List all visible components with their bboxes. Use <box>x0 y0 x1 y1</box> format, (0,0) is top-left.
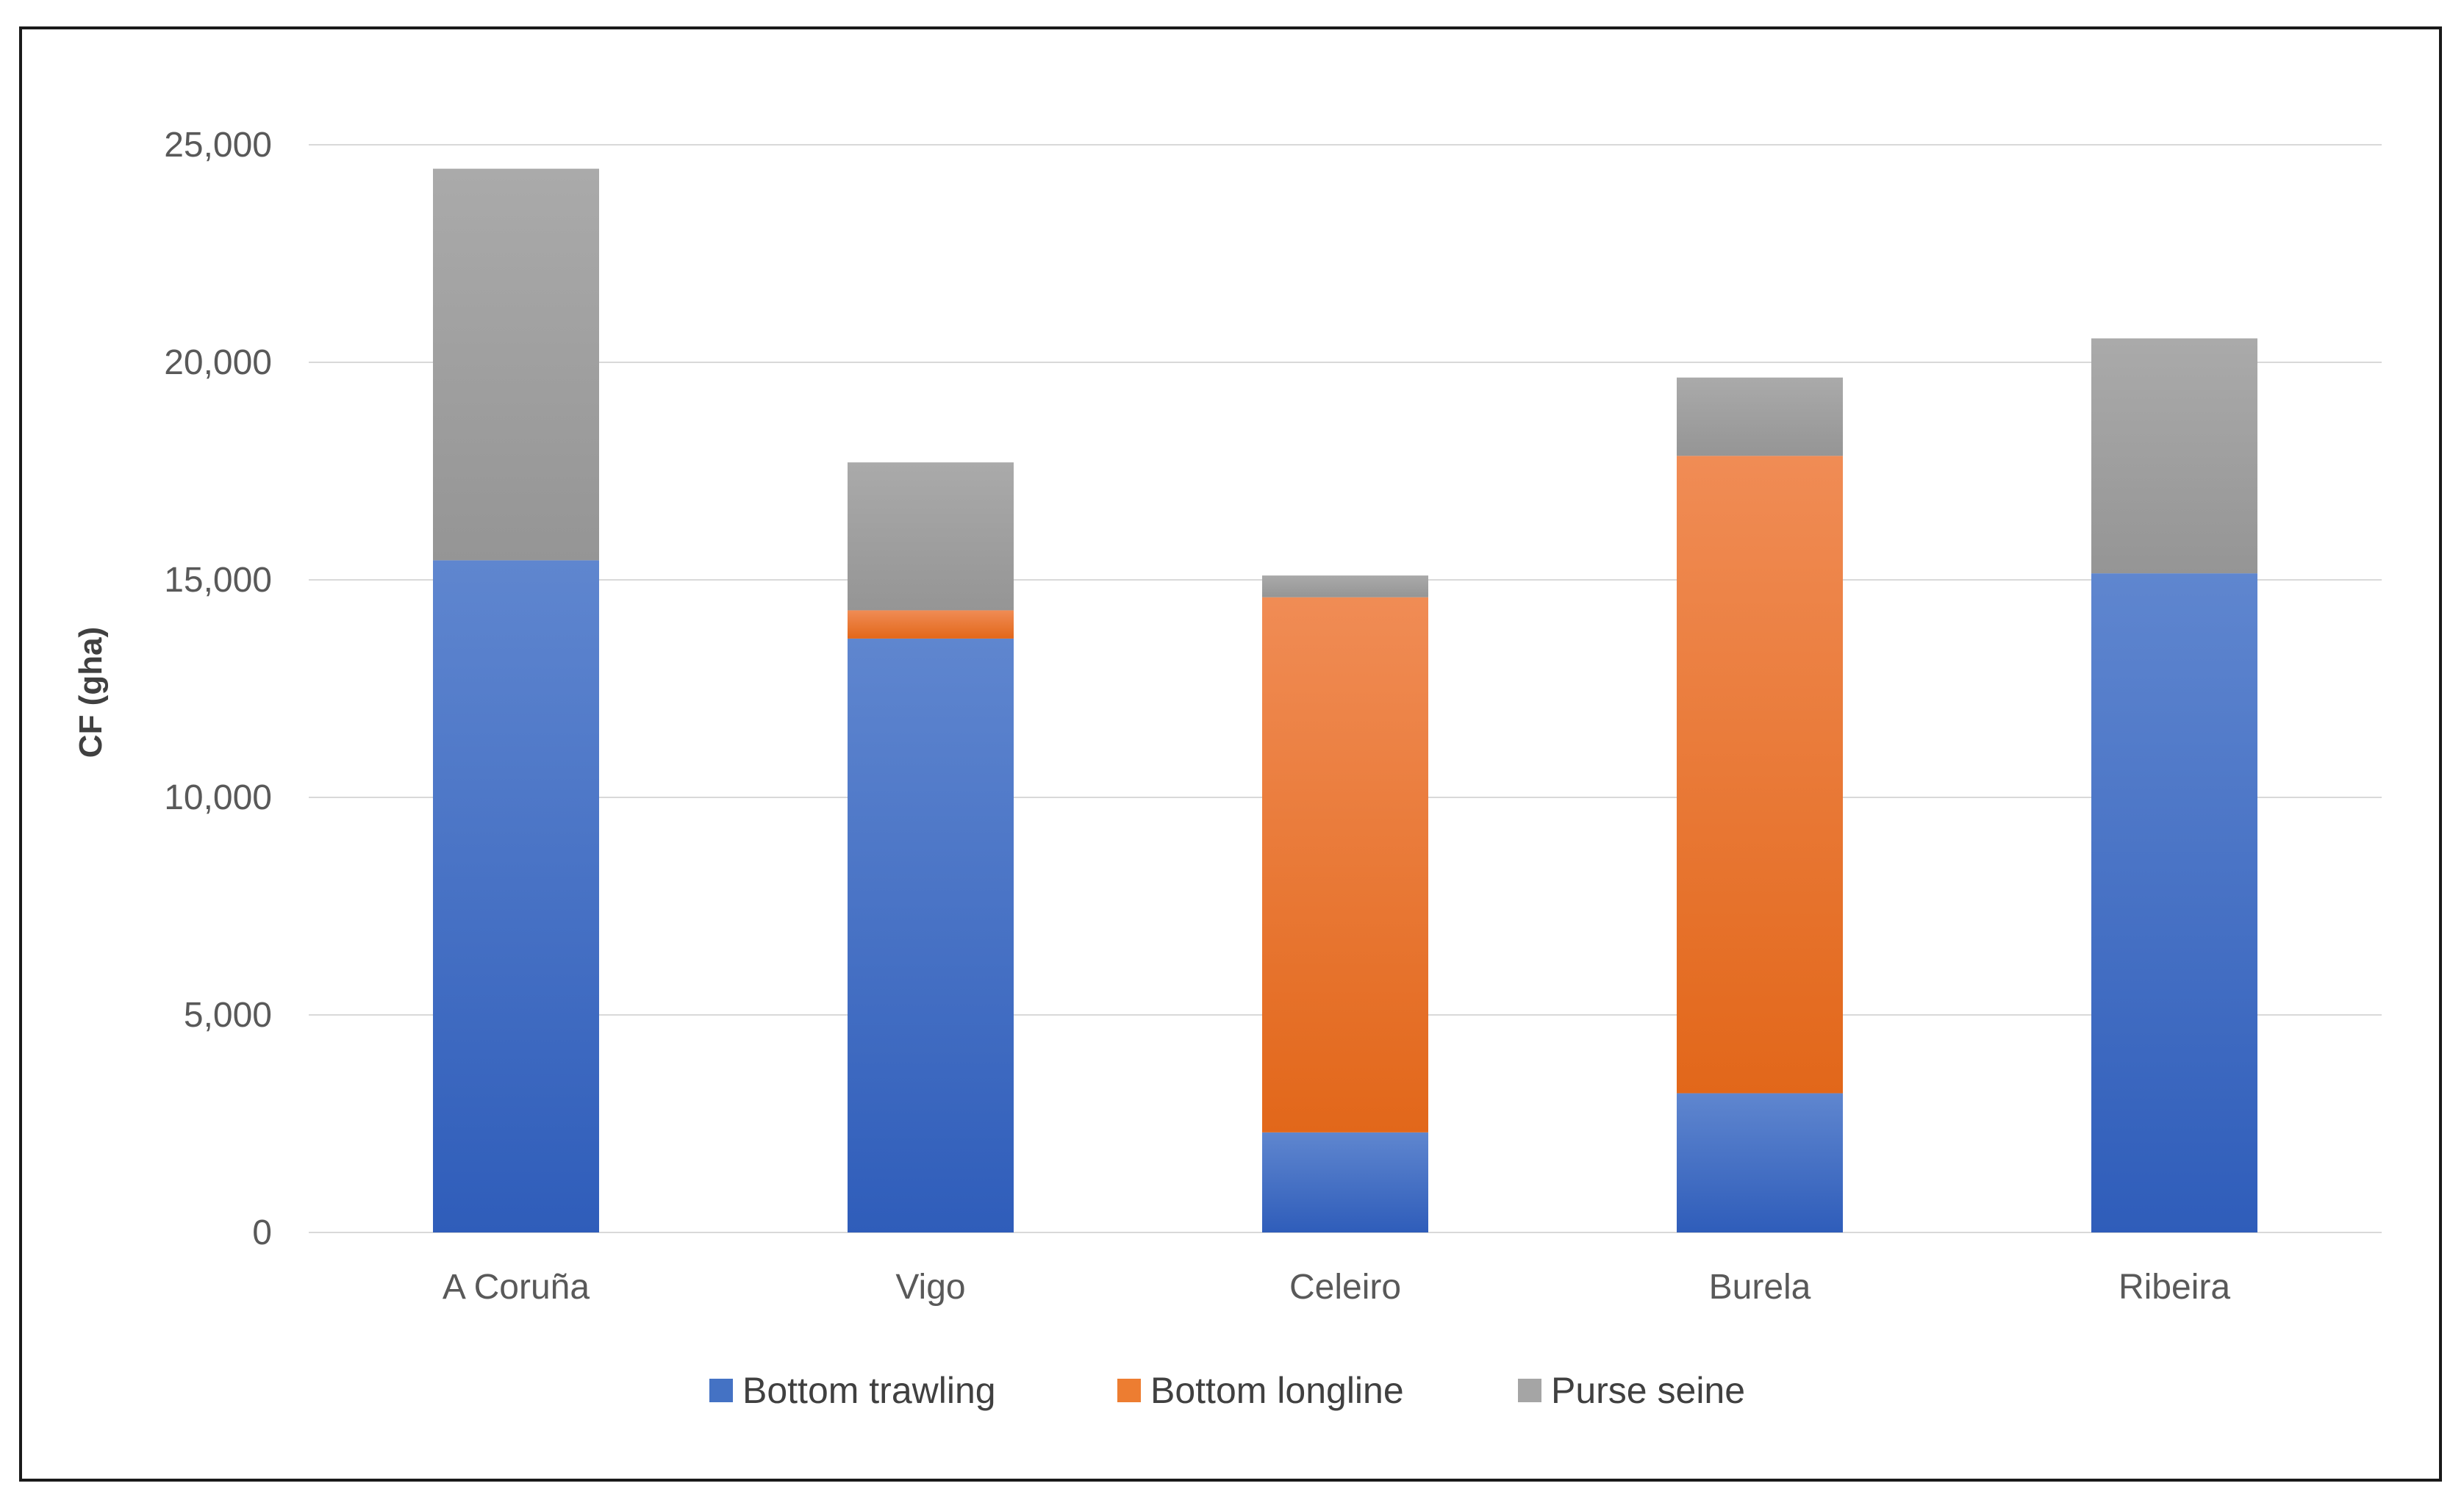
y-axis-ticks: 0 5,000 10,000 15,000 20,000 25,000 <box>164 126 272 1252</box>
chart-frame: 0 5,000 10,000 15,000 20,000 25,000 A Coruña V… <box>19 26 2442 1482</box>
legend-label: Bottom longline <box>1150 1370 1404 1411</box>
y-tick-label: 0 <box>252 1213 272 1252</box>
legend-swatch <box>709 1379 733 1402</box>
x-tick-label: Ribeira <box>2119 1268 2230 1307</box>
y-axis-title: CF (gha) <box>73 627 109 758</box>
legend-label: Purse seine <box>1551 1370 1745 1411</box>
x-tick-label: A Coruña <box>443 1268 590 1307</box>
legend-swatch <box>1518 1379 1541 1402</box>
bar-segment <box>1262 1132 1428 1232</box>
bar-segment <box>1262 597 1428 1133</box>
bar-segment <box>848 610 1014 639</box>
x-tick-label: Vigo <box>895 1268 965 1307</box>
legend-swatch <box>1117 1379 1141 1402</box>
bar-segment <box>2091 573 2257 1232</box>
x-axis-ticks: A Coruña Vigo Celeiro Burela Ribeira <box>443 1268 2230 1307</box>
bars <box>433 168 2257 1232</box>
stacked-bar-chart: 0 5,000 10,000 15,000 20,000 25,000 A Coruña V… <box>73 126 2382 1411</box>
bar-segment <box>433 560 599 1232</box>
y-tick-label: 25,000 <box>164 126 272 165</box>
bar-segment <box>1677 377 1843 456</box>
legend-label: Bottom trawling <box>742 1370 996 1411</box>
bar-segment <box>1677 1093 1843 1232</box>
x-tick-label: Celeiro <box>1289 1268 1401 1307</box>
bar-segment <box>848 638 1014 1232</box>
bar-segment <box>848 462 1014 611</box>
legend: Bottom trawling Bottom longline Purse sein… <box>709 1370 1745 1411</box>
y-tick-label: 20,000 <box>164 343 272 382</box>
bar-segment <box>433 168 599 561</box>
x-tick-label: Burela <box>1709 1268 1811 1307</box>
y-tick-label: 10,000 <box>164 778 272 817</box>
bar-segment <box>1262 575 1428 597</box>
bar-segment <box>2091 338 2257 574</box>
bar-segment <box>1677 456 1843 1094</box>
y-tick-label: 15,000 <box>164 561 272 600</box>
y-tick-label: 5,000 <box>184 996 272 1035</box>
